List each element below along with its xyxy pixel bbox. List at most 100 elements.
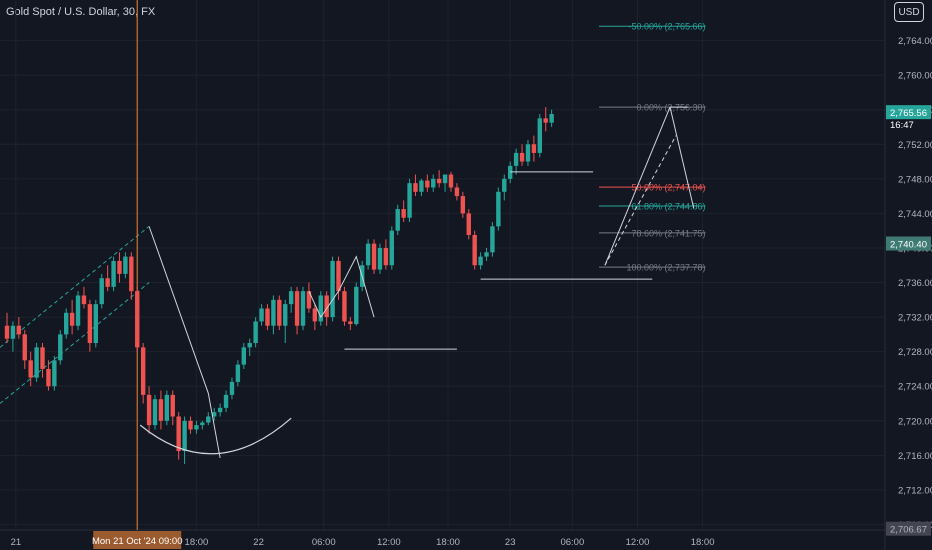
candle-body bbox=[312, 308, 318, 322]
candle-body bbox=[525, 144, 531, 162]
candle-body bbox=[288, 291, 294, 305]
candle-body bbox=[436, 178, 442, 184]
candle-body bbox=[87, 304, 93, 344]
candle-body bbox=[176, 416, 181, 452]
x-tick-label: 18:00 bbox=[185, 537, 209, 548]
candle-body bbox=[28, 360, 33, 378]
candle-body bbox=[466, 213, 471, 236]
candle-body bbox=[52, 360, 57, 387]
x-tick-label: 12:00 bbox=[626, 537, 650, 548]
marked-price-tag-bg bbox=[886, 236, 931, 251]
y-tick-label: 2,716.00 bbox=[898, 451, 932, 462]
channel-line-upper bbox=[0, 225, 150, 348]
candle-body bbox=[413, 183, 418, 192]
candle-body bbox=[472, 235, 477, 266]
candle-body bbox=[158, 399, 164, 421]
candle-body bbox=[371, 243, 377, 270]
y-tick-label: 2,720.00 bbox=[898, 416, 932, 427]
bottom-price-tag-bg bbox=[886, 521, 931, 536]
candle-body bbox=[442, 174, 448, 184]
candle-body bbox=[431, 178, 436, 188]
y-tick-label: 2,760.00 bbox=[898, 71, 932, 82]
candle-body bbox=[152, 399, 158, 426]
candle-body bbox=[200, 422, 205, 426]
candle-body bbox=[306, 291, 312, 309]
projection-arrow bbox=[669, 106, 695, 209]
candle-body bbox=[40, 347, 45, 369]
candle-body bbox=[342, 291, 347, 322]
candle-body bbox=[22, 334, 27, 361]
bottom-price-tag: 2,706.67 bbox=[890, 525, 927, 536]
candle-body bbox=[64, 312, 69, 335]
candle-body bbox=[401, 209, 406, 218]
candle-body bbox=[10, 325, 16, 339]
candle-body bbox=[170, 394, 175, 417]
candle-body bbox=[460, 196, 466, 214]
candle-body bbox=[105, 278, 110, 287]
candle-body bbox=[513, 152, 519, 166]
currency-button[interactable]: USD bbox=[894, 2, 924, 22]
candle-body bbox=[425, 180, 430, 188]
countdown-label: 16:47 bbox=[890, 120, 914, 131]
candle-body bbox=[407, 183, 412, 218]
candle-body bbox=[111, 260, 116, 287]
candle-body bbox=[484, 252, 489, 257]
y-tick-label: 2,724.00 bbox=[898, 382, 932, 393]
candle-body bbox=[300, 291, 306, 326]
candle-body bbox=[324, 295, 329, 318]
symbol-title: Gold Spot / U.S. Dollar, 30, FX bbox=[6, 6, 156, 18]
y-tick-label: 2,748.00 bbox=[898, 174, 932, 185]
candle-body bbox=[135, 291, 140, 348]
candle-body bbox=[223, 394, 229, 408]
candle-body bbox=[140, 347, 146, 395]
candle-body bbox=[194, 425, 199, 430]
x-tick-label: 23 bbox=[505, 537, 516, 548]
candle-body bbox=[206, 416, 211, 423]
candle-body bbox=[69, 312, 75, 326]
y-tick-label: 2,712.00 bbox=[898, 485, 932, 496]
candle-body bbox=[419, 180, 424, 192]
y-tick-label: 2,752.00 bbox=[898, 140, 932, 151]
candle-body bbox=[164, 394, 170, 421]
x-tick-label: 22 bbox=[253, 537, 264, 548]
candle-body bbox=[454, 187, 460, 197]
candle-body bbox=[330, 260, 335, 318]
candle-body bbox=[502, 178, 507, 192]
candle-body bbox=[129, 256, 134, 292]
x-tick-label: 12:00 bbox=[377, 537, 401, 548]
fib-level-label: -50.00% (2,765.66) bbox=[628, 22, 705, 32]
candle-body bbox=[519, 152, 525, 162]
candle-body bbox=[496, 191, 501, 227]
y-tick-label: 2,744.00 bbox=[898, 209, 932, 220]
y-tick-label: 2,728.00 bbox=[898, 347, 932, 358]
candle-body bbox=[389, 230, 394, 266]
candle-body bbox=[531, 144, 537, 153]
candle-body bbox=[348, 321, 353, 325]
candle-body bbox=[265, 308, 270, 326]
last-price-tag-bg bbox=[886, 105, 931, 120]
crosshair-time-label: Mon 21 Oct '24 09:00 bbox=[92, 536, 183, 547]
fib-level-label: 100.00% (2,737.78) bbox=[626, 263, 705, 273]
fib-level-label: 78.60% (2,741.75) bbox=[631, 228, 705, 238]
candle-body bbox=[253, 321, 258, 344]
candle-body bbox=[294, 291, 300, 326]
candle-body bbox=[75, 295, 81, 326]
candle-body bbox=[271, 299, 276, 326]
candle-body bbox=[4, 325, 10, 339]
candle-body bbox=[217, 407, 223, 413]
marked-price-tag: 2,740.40 bbox=[890, 240, 927, 251]
drawn-dashed-trend bbox=[604, 135, 677, 266]
rounding-bottom-curve bbox=[139, 417, 292, 455]
candle-body bbox=[16, 325, 22, 335]
candle-body bbox=[478, 256, 483, 266]
candle-body bbox=[81, 295, 87, 305]
candle-body bbox=[336, 260, 341, 292]
candle-body bbox=[537, 118, 542, 153]
channel-line-lower bbox=[0, 282, 150, 404]
candle-body bbox=[277, 299, 282, 326]
candle-body bbox=[247, 343, 252, 348]
candle-body bbox=[241, 347, 246, 365]
candle-body bbox=[354, 286, 359, 325]
candle-body bbox=[229, 381, 235, 395]
